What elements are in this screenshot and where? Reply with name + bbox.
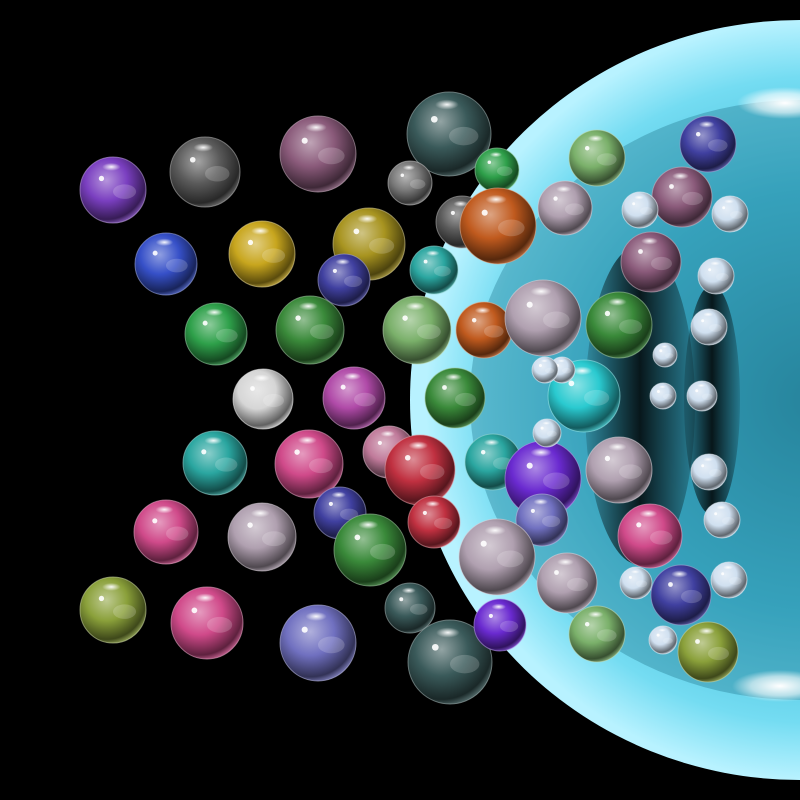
glass-bubble bbox=[651, 166, 713, 228]
glass-bubble bbox=[652, 342, 678, 368]
glass-bubble bbox=[617, 503, 683, 569]
glass-bubble bbox=[227, 502, 297, 572]
glass-bubble bbox=[686, 380, 718, 412]
glass-bubble bbox=[690, 308, 728, 346]
glass-bubble bbox=[532, 418, 562, 448]
glass-bubble bbox=[134, 232, 198, 296]
glass-bubble bbox=[169, 136, 241, 208]
glass-bubble bbox=[232, 368, 294, 430]
glass-bubble bbox=[585, 291, 653, 359]
glass-bubble bbox=[568, 605, 626, 663]
glass-bubble bbox=[279, 604, 357, 682]
glass-bubble bbox=[703, 501, 741, 539]
glass-bubble bbox=[474, 147, 520, 193]
glass-bubble bbox=[504, 279, 582, 357]
glass-bubble bbox=[650, 564, 712, 626]
glass-bubble bbox=[133, 499, 199, 565]
glass-bubble bbox=[79, 576, 147, 644]
glass-bubble bbox=[407, 619, 493, 705]
glass-bubble bbox=[648, 625, 678, 655]
glass-bubble bbox=[531, 356, 559, 384]
glass-bubble bbox=[228, 220, 296, 288]
glass-bubble bbox=[677, 621, 739, 683]
glass-bubble bbox=[711, 195, 749, 233]
glass-bubble bbox=[473, 598, 527, 652]
glass-bubble bbox=[424, 367, 486, 429]
glass-bubble bbox=[184, 302, 248, 366]
glass-bubble bbox=[384, 582, 436, 634]
glass-bubble bbox=[406, 91, 492, 177]
glass-bubble bbox=[322, 366, 386, 430]
bubble-cluster bbox=[79, 91, 749, 705]
glass-bubble bbox=[536, 552, 598, 614]
glass-bubble bbox=[619, 566, 653, 600]
glass-bubble bbox=[407, 495, 461, 549]
glass-bubble bbox=[515, 493, 569, 547]
glass-bubble bbox=[279, 115, 357, 193]
glass-bubble bbox=[568, 129, 626, 187]
glass-bubble bbox=[382, 295, 452, 365]
glass-bubble bbox=[649, 382, 677, 410]
glass-bubble bbox=[585, 436, 653, 504]
glass-bubble bbox=[537, 180, 593, 236]
glass-bubble bbox=[690, 453, 728, 491]
glass-bubble bbox=[170, 586, 244, 660]
glass-bubble bbox=[333, 513, 407, 587]
glass-bubble bbox=[459, 187, 537, 265]
glass-bubble bbox=[504, 440, 582, 518]
glass-bubble bbox=[274, 429, 344, 499]
glass-bubble bbox=[710, 561, 748, 599]
glass-bubble bbox=[387, 160, 433, 206]
glass-bubble bbox=[317, 253, 371, 307]
glass-bubble bbox=[79, 156, 147, 224]
glass-bubble bbox=[458, 518, 536, 596]
glass-bubble bbox=[679, 115, 737, 173]
specular-highlight bbox=[737, 87, 800, 119]
glass-bubble bbox=[621, 191, 659, 229]
glass-bubble bbox=[620, 231, 682, 293]
glass-bubble bbox=[409, 245, 459, 295]
glass-bubble bbox=[182, 430, 248, 496]
glass-bubble bbox=[455, 301, 513, 359]
glass-bubble bbox=[697, 257, 735, 295]
specular-highlight bbox=[732, 670, 800, 702]
glass-bubble bbox=[275, 295, 345, 365]
glass-bubble bbox=[384, 434, 456, 506]
